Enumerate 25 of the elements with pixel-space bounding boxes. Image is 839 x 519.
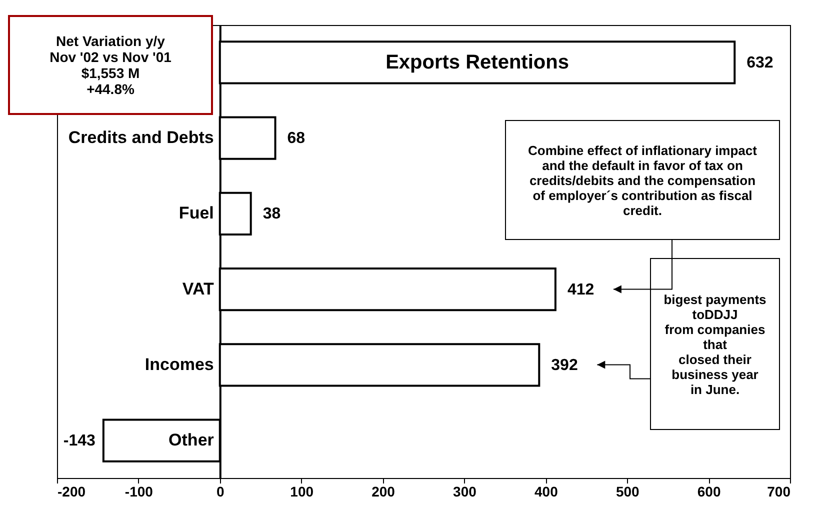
y-tick-label: VAT xyxy=(182,279,214,298)
x-tick-label: 300 xyxy=(453,484,477,500)
y-tick-label: Fuel xyxy=(178,204,214,223)
x-tick-label: 100 xyxy=(290,484,314,500)
text-box: Combine effect of inflationary impact and the default in favor of tax on credits/debits and the compensation of employer´s contribution as fiscal credit. xyxy=(505,120,780,240)
y-tick-label: Other xyxy=(168,430,214,450)
x-tick-label: 0 xyxy=(216,484,224,500)
data-label: 412 xyxy=(567,281,594,298)
data-label: -143 xyxy=(63,432,96,450)
y-tick-label: Credits and Debts xyxy=(68,128,214,148)
text-box: bigest payments toDDJJ from companies that closed their business year in June. xyxy=(650,258,780,430)
data-label: 392 xyxy=(551,356,578,374)
x-tick-label: 500 xyxy=(616,484,640,500)
text-box: Net Variation y/y Nov '02 vs Nov '01 $1,553 M +44.8% xyxy=(8,15,213,115)
x-tick-label: 600 xyxy=(697,484,721,500)
x-tick-label: 200 xyxy=(372,484,396,500)
data-label: 632 xyxy=(746,54,774,72)
x-tick-label: 700 xyxy=(767,484,791,500)
x-tick-label: 400 xyxy=(534,484,558,500)
y-tick-label: Incomes xyxy=(144,354,214,374)
x-tick-label: -100 xyxy=(124,484,154,500)
data-label: 38 xyxy=(262,206,281,223)
x-tick-label: -200 xyxy=(58,484,86,500)
y-tick-label: Exports Retentions xyxy=(386,51,569,74)
data-label: 68 xyxy=(287,130,306,148)
